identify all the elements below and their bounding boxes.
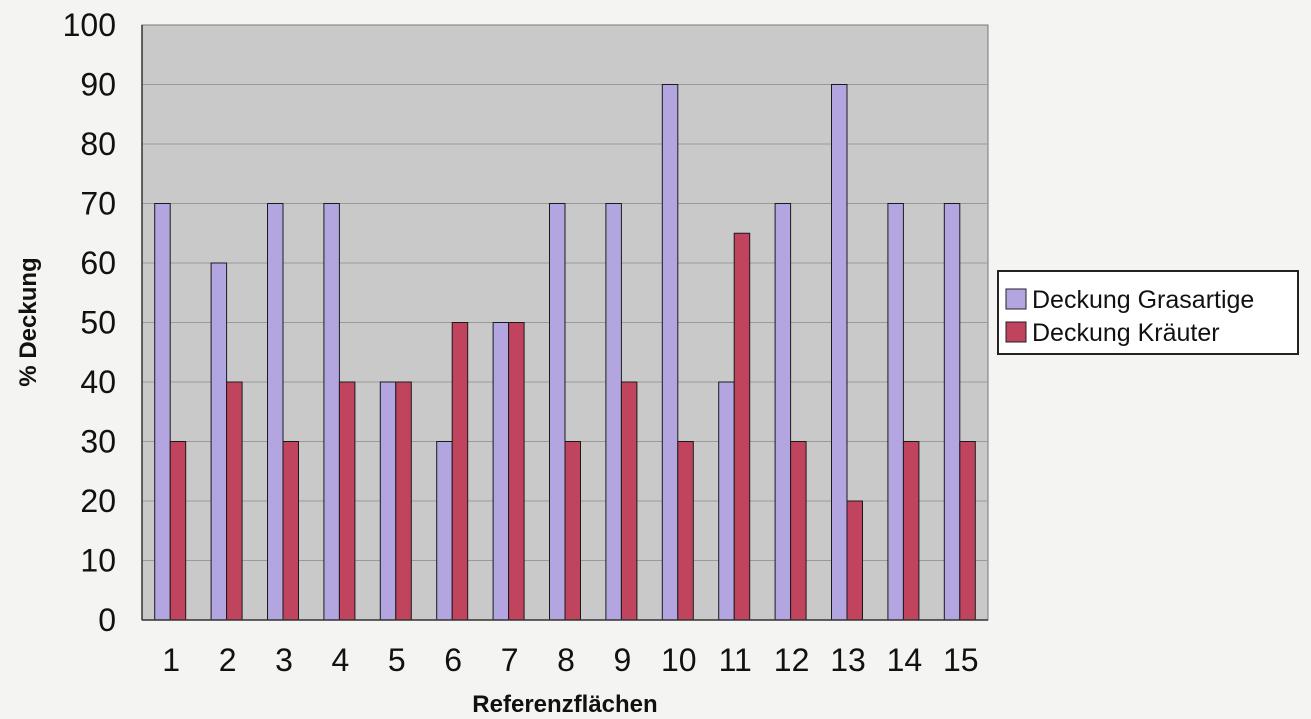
bar-grasartige [831,84,848,621]
y-tick-label: 20 [80,483,116,519]
x-tick-label: 7 [501,642,519,678]
x-tick-label: 14 [887,642,923,678]
bars [154,84,976,621]
bar-grasartige [661,84,679,621]
bar-grasartige [605,203,622,621]
bar-grasartige [549,203,566,621]
y-tick-label: 10 [80,543,116,579]
bar-kraeuter [564,441,581,621]
y-tick-label: 40 [80,364,116,400]
x-tick-label: 4 [332,642,350,678]
y-axis-title: % Deckung [15,257,42,386]
bar-kraeuter [282,441,299,621]
legend-label-grasartige: Deckung Grasartige [1032,286,1254,314]
y-tick-label: 90 [80,67,116,103]
bar-grasartige [154,203,171,621]
x-tick-label: 6 [444,642,462,678]
y-tick-label: 50 [80,305,116,341]
bar-kraeuter [846,500,863,621]
x-tick-label: 13 [830,642,866,678]
x-axis-title: Referenzflächen [472,691,657,718]
y-tick-label: 30 [80,424,116,460]
x-tick-labels: 1 2 3 4 5 6 7 8 9 10 11 12 13 14 15 [162,642,978,678]
y-tick-label: 60 [80,245,116,281]
bar-kraeuter [395,381,412,621]
legend-swatch-kraeuter [1005,321,1027,343]
legend-label-kraeuter: Deckung Kräuter [1032,319,1220,347]
bar-grasartige [267,203,284,621]
bar-kraeuter [959,441,976,621]
x-tick-label: 15 [943,642,979,678]
bar-kraeuter [169,441,187,621]
x-tick-label: 5 [388,642,406,678]
x-tick-label: 2 [219,642,237,678]
bar-grasartige [323,203,340,621]
bar-grasartige [943,203,961,621]
legend-swatch-grasartige [1005,288,1027,310]
bar-kraeuter [902,441,920,621]
bar-kraeuter [677,441,694,621]
legend: Deckung Grasartige Deckung Kräuter [997,270,1299,355]
x-tick-label: 8 [557,642,575,678]
y-tick-label: 70 [80,186,116,222]
bar-kraeuter [226,381,243,621]
bar-grasartige [774,203,792,621]
bar-grasartige [436,441,453,621]
bar-grasartige [210,262,228,621]
bar-kraeuter [620,381,638,621]
x-tick-label: 9 [614,642,632,678]
x-tick-label: 12 [774,642,810,678]
bar-grasartige [379,381,397,621]
y-tick-label: 80 [80,126,116,162]
x-tick-label: 10 [661,642,697,678]
x-tick-label: 1 [162,642,180,678]
bar-kraeuter [790,441,807,621]
bar-grasartige [492,322,510,621]
x-tick-label: 3 [275,642,293,678]
bar-grasartige [718,381,735,621]
bar-kraeuter [508,322,525,621]
y-tick-labels: 0 10 20 30 40 50 60 70 80 90 100 [63,7,116,638]
bar-kraeuter [451,322,469,621]
bar-kraeuter [338,381,356,621]
x-tick-label: 11 [719,642,752,678]
y-tick-label: 100 [63,7,116,43]
legend-box [997,270,1299,355]
y-tick-label: 0 [98,602,116,638]
bar-kraeuter [733,232,751,621]
bar-grasartige [887,203,904,621]
